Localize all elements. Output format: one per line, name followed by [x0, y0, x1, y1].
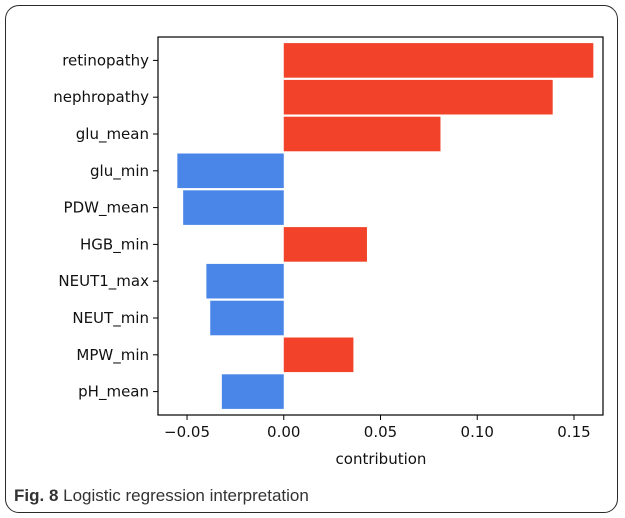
- bar-retinopathy: [283, 43, 594, 78]
- figure-frame: [5, 5, 618, 513]
- y-tick-label: MPW_min: [76, 346, 149, 365]
- y-tick-label: retinopathy: [62, 51, 149, 69]
- y-tick-label: nephropathy: [53, 88, 149, 106]
- x-axis-label: contribution: [336, 450, 427, 468]
- figure-caption: Fig. 8 Logistic regression interpretatio…: [14, 486, 309, 506]
- x-tick-label: −0.05: [164, 423, 210, 441]
- caption-label: Fig. 8: [14, 486, 59, 505]
- y-tick-label: glu_mean: [76, 125, 149, 144]
- y-tick-label: NEUT1_max: [58, 272, 149, 291]
- x-tick-label: 0.10: [461, 423, 494, 441]
- bar-nephropathy: [283, 79, 553, 115]
- bar-NEUT_min: [210, 300, 284, 336]
- bar-glu_mean: [283, 116, 441, 152]
- bar-NEUT1_max: [206, 263, 284, 299]
- x-ticks: −0.05 0.00 0.05 0.10 0.15: [164, 415, 591, 441]
- bar-PDW_mean: [183, 190, 284, 225]
- contribution-bar-chart: retinopathy nephropathy glu_mean glu_min PDW…: [53, 36, 604, 468]
- y-tick-label: PDW_mean: [64, 199, 149, 218]
- bar-glu_min: [177, 153, 284, 189]
- x-tick-label: 0.15: [557, 423, 590, 441]
- x-tick-label: 0.00: [267, 423, 300, 441]
- bar-HGB_min: [283, 227, 367, 262]
- y-tick-labels: retinopathy nephropathy glu_mean glu_min PDW…: [53, 51, 158, 402]
- caption-text: Logistic regression interpretation: [63, 486, 309, 505]
- bar-pH_mean: [221, 374, 284, 409]
- y-tick-label: pH_mean: [78, 383, 149, 402]
- bars-group: [177, 43, 594, 409]
- y-tick-label: HGB_min: [80, 235, 149, 254]
- x-tick-label: 0.05: [364, 423, 397, 441]
- bar-MPW_min: [283, 337, 354, 373]
- y-tick-label: NEUT_min: [72, 309, 149, 328]
- y-tick-label: glu_min: [90, 162, 149, 181]
